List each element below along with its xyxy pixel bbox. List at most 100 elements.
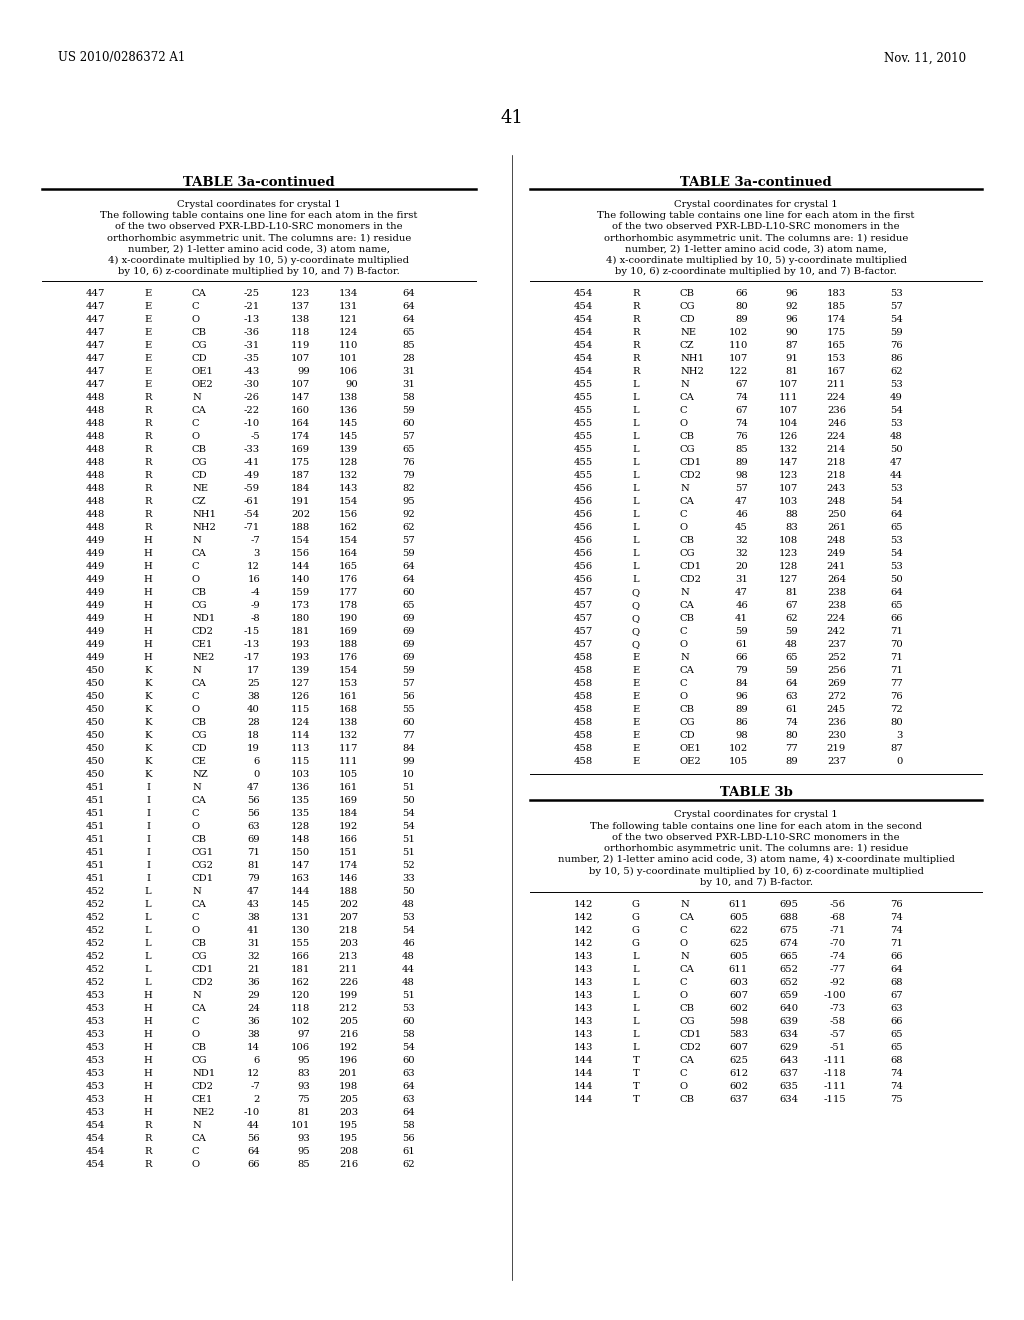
Text: 95: 95 <box>297 1147 310 1156</box>
Text: 81: 81 <box>247 862 260 870</box>
Text: 123: 123 <box>778 549 798 558</box>
Text: 159: 159 <box>291 589 310 598</box>
Text: Q: Q <box>632 614 640 623</box>
Text: R: R <box>144 407 152 416</box>
Text: 454: 454 <box>86 1147 105 1156</box>
Text: L: L <box>633 952 639 961</box>
Text: L: L <box>633 445 639 454</box>
Text: H: H <box>143 1109 153 1118</box>
Text: L: L <box>633 549 639 558</box>
Text: 3: 3 <box>897 731 903 741</box>
Text: 205: 205 <box>339 1096 358 1105</box>
Text: C: C <box>680 627 688 636</box>
Text: 155: 155 <box>291 940 310 948</box>
Text: NE2: NE2 <box>193 653 214 663</box>
Text: 452: 452 <box>86 913 105 923</box>
Text: 688: 688 <box>779 913 798 921</box>
Text: O: O <box>193 1031 200 1039</box>
Text: CG: CG <box>193 458 208 467</box>
Text: 448: 448 <box>86 433 105 441</box>
Text: 625: 625 <box>729 1056 748 1065</box>
Text: 2: 2 <box>254 1096 260 1105</box>
Text: 248: 248 <box>826 498 846 507</box>
Text: L: L <box>633 576 639 585</box>
Text: NH2: NH2 <box>193 524 216 532</box>
Text: 81: 81 <box>785 367 798 376</box>
Text: 269: 269 <box>827 680 846 689</box>
Text: 50: 50 <box>402 887 415 896</box>
Text: CB: CB <box>680 1094 695 1104</box>
Text: 455: 455 <box>573 393 593 403</box>
Text: L: L <box>633 524 639 532</box>
Text: -8: -8 <box>250 614 260 623</box>
Text: 449: 449 <box>86 640 105 649</box>
Text: 54: 54 <box>890 407 903 416</box>
Text: 144: 144 <box>291 887 310 896</box>
Text: 236: 236 <box>827 718 846 727</box>
Text: of the two observed PXR-LBD-L10-SRC monomers in the: of the two observed PXR-LBD-L10-SRC mono… <box>612 222 900 231</box>
Text: 63: 63 <box>402 1096 415 1105</box>
Text: 450: 450 <box>86 758 105 767</box>
Text: 48: 48 <box>402 900 415 909</box>
Text: 87: 87 <box>785 342 798 350</box>
Text: 143: 143 <box>573 1003 593 1012</box>
Text: 458: 458 <box>573 718 593 727</box>
Text: -73: -73 <box>829 1003 846 1012</box>
Text: 6: 6 <box>254 1056 260 1065</box>
Text: K: K <box>144 718 152 727</box>
Text: 674: 674 <box>779 939 798 948</box>
Text: L: L <box>633 471 639 480</box>
Text: 31: 31 <box>735 576 748 585</box>
Text: CA: CA <box>193 289 207 298</box>
Text: 457: 457 <box>573 627 593 636</box>
Text: 41: 41 <box>247 927 260 936</box>
Text: 47: 47 <box>735 589 748 598</box>
Text: K: K <box>144 693 152 701</box>
Text: 57: 57 <box>402 536 415 545</box>
Text: 124: 124 <box>291 718 310 727</box>
Text: 455: 455 <box>573 471 593 480</box>
Text: 60: 60 <box>402 420 415 429</box>
Text: 115: 115 <box>291 705 310 714</box>
Text: 68: 68 <box>891 978 903 987</box>
Text: -36: -36 <box>244 329 260 338</box>
Text: 453: 453 <box>86 1082 105 1092</box>
Text: L: L <box>633 978 639 987</box>
Text: 201: 201 <box>339 1069 358 1078</box>
Text: I: I <box>146 809 150 818</box>
Text: 45: 45 <box>735 524 748 532</box>
Text: E: E <box>144 354 152 363</box>
Text: 603: 603 <box>729 978 748 987</box>
Text: 458: 458 <box>573 731 593 741</box>
Text: 199: 199 <box>339 991 358 1001</box>
Text: 675: 675 <box>779 925 798 935</box>
Text: 85: 85 <box>402 342 415 350</box>
Text: 451: 451 <box>86 796 105 805</box>
Text: 95: 95 <box>297 1056 310 1065</box>
Text: -35: -35 <box>244 354 260 363</box>
Text: O: O <box>193 576 200 585</box>
Text: H: H <box>143 576 153 585</box>
Text: 48: 48 <box>402 953 415 961</box>
Text: R: R <box>632 354 640 363</box>
Text: L: L <box>633 484 639 494</box>
Text: 246: 246 <box>826 420 846 429</box>
Text: R: R <box>632 367 640 376</box>
Text: 120: 120 <box>291 991 310 1001</box>
Text: 53: 53 <box>890 484 903 494</box>
Text: 448: 448 <box>86 471 105 480</box>
Text: K: K <box>144 771 152 779</box>
Text: 104: 104 <box>778 420 798 429</box>
Text: 454: 454 <box>573 289 593 298</box>
Text: 178: 178 <box>339 602 358 610</box>
Text: 452: 452 <box>86 927 105 936</box>
Text: 32: 32 <box>247 953 260 961</box>
Text: 68: 68 <box>891 1056 903 1065</box>
Text: 51: 51 <box>402 783 415 792</box>
Text: N: N <box>680 380 689 389</box>
Text: 455: 455 <box>573 433 593 441</box>
Text: E: E <box>144 315 152 325</box>
Text: 134: 134 <box>339 289 358 298</box>
Text: 175: 175 <box>826 329 846 338</box>
Text: 110: 110 <box>339 342 358 350</box>
